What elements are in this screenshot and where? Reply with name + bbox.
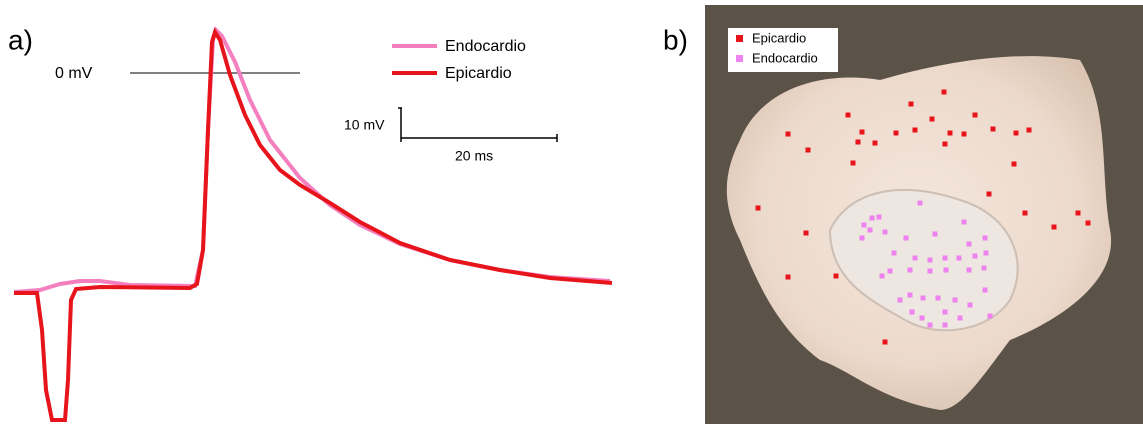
marker (882, 229, 888, 235)
legend-label: Endocardio (752, 50, 818, 65)
markers (755, 89, 1091, 345)
marker (861, 222, 867, 228)
scale-t: 20 ms (455, 148, 493, 164)
marker (947, 130, 953, 136)
marker (956, 255, 962, 261)
marker (785, 131, 791, 137)
marker (912, 127, 918, 133)
marker (972, 112, 978, 118)
panel-a: a) 0 mV Endocardio Epicardio 10 mV 20 ms (8, 24, 613, 422)
marker (957, 315, 963, 321)
marker (961, 219, 967, 225)
marker (907, 267, 913, 273)
marker (942, 309, 948, 315)
marker (966, 241, 972, 247)
marker (785, 274, 791, 280)
marker (917, 200, 923, 206)
marker (987, 313, 993, 319)
panel-label: a) (8, 24, 33, 55)
marker (805, 147, 811, 153)
marker (1026, 127, 1032, 133)
trace-endocardio (13, 26, 611, 294)
marker (845, 112, 851, 118)
marker (981, 265, 987, 271)
marker (982, 287, 988, 293)
cavity (828, 189, 1019, 332)
marker (942, 322, 948, 328)
marker (920, 295, 926, 301)
marker (897, 297, 903, 303)
marker (859, 235, 865, 241)
marker (1013, 130, 1019, 136)
marker (859, 129, 865, 135)
marker (1022, 210, 1028, 216)
marker (961, 131, 967, 137)
legend-label: Endocardio (445, 38, 526, 55)
legend-swatch (736, 35, 743, 42)
legend-box (728, 28, 838, 72)
marker (942, 255, 948, 261)
marker (909, 309, 915, 315)
marker (755, 205, 761, 211)
marker (912, 255, 918, 261)
zero-label: 0 mV (55, 65, 93, 82)
marker (869, 215, 875, 221)
marker (990, 126, 996, 132)
legend-label: Epicardio (752, 30, 806, 45)
marker (1075, 210, 1081, 216)
marker (935, 295, 941, 301)
marker (887, 268, 893, 274)
marker (908, 101, 914, 107)
scale-bar (398, 107, 558, 142)
marker (879, 273, 885, 279)
trace-epicardio (14, 27, 613, 422)
marker (882, 339, 888, 345)
marker (872, 140, 878, 146)
marker (907, 292, 913, 298)
marker (1051, 224, 1057, 230)
marker (932, 231, 938, 237)
marker (983, 250, 989, 256)
legend-label: Epicardio (445, 65, 512, 82)
marker (891, 250, 897, 256)
marker (982, 235, 988, 241)
marker (972, 253, 978, 259)
marker (867, 227, 873, 233)
marker (927, 268, 933, 274)
marker (833, 273, 839, 279)
marker (903, 235, 909, 241)
marker (942, 141, 948, 147)
marker (943, 267, 949, 273)
marker (893, 130, 899, 136)
marker (967, 302, 973, 308)
marker (1011, 161, 1017, 167)
marker (952, 297, 958, 303)
panel-label: b) (663, 24, 688, 55)
marker (941, 89, 947, 95)
marker (927, 322, 933, 328)
marker (927, 257, 933, 263)
marker (803, 230, 809, 236)
panel-b: b) Epicardio Endocardio (663, 5, 1143, 424)
marker (929, 116, 935, 122)
marker (1085, 220, 1091, 226)
scale-v: 10 mV (344, 117, 385, 133)
legend-swatch (736, 55, 743, 62)
marker (855, 139, 861, 145)
marker (966, 267, 972, 273)
marker (850, 160, 856, 166)
marker (876, 214, 882, 220)
marker (919, 315, 925, 321)
marker (986, 191, 992, 197)
